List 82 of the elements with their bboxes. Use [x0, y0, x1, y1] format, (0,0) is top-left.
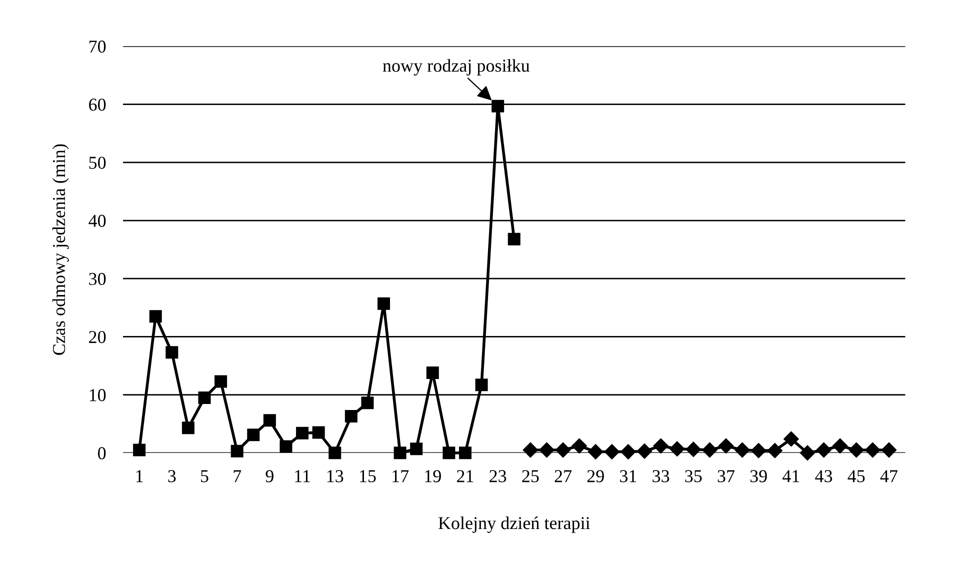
point [508, 232, 520, 246]
point [394, 446, 406, 460]
point [475, 378, 488, 392]
point [426, 366, 439, 379]
point [702, 442, 718, 458]
point [572, 438, 587, 454]
y-tick-label: 70 [89, 40, 106, 53]
point [588, 444, 604, 460]
point [133, 444, 146, 456]
x-tick-label: 9 [266, 470, 274, 482]
point [378, 297, 390, 310]
point [410, 442, 423, 456]
point [816, 442, 832, 458]
point [686, 442, 701, 457]
point [312, 426, 325, 439]
x-tick-label: 33 [652, 470, 670, 482]
y-tick-label: 10 [90, 389, 106, 402]
point [522, 442, 538, 458]
point [636, 444, 652, 459]
point [280, 440, 292, 453]
point [458, 446, 472, 460]
x-tick-label: 21 [457, 470, 474, 482]
x-tick-label: 15 [360, 470, 376, 482]
x-tick-label: 11 [295, 470, 310, 482]
point [832, 438, 848, 454]
x-tick-label: 25 [522, 470, 539, 482]
point [182, 422, 194, 434]
point [653, 438, 668, 454]
y-axis-title: Czas odmowy jedzenia (min) [52, 144, 69, 355]
y-tick-label: 20 [89, 330, 106, 344]
x-tick-label: 27 [554, 470, 572, 482]
point [865, 442, 880, 458]
point [296, 426, 309, 440]
x-tick-label: 3 [168, 470, 176, 482]
point [767, 443, 782, 458]
x-tick-label: 5 [201, 470, 208, 482]
x-tick-label: 19 [425, 470, 441, 482]
x-tick-label: 37 [718, 470, 735, 482]
point [263, 414, 276, 427]
x-tick-label: 1 [136, 470, 143, 482]
point [604, 444, 620, 460]
y-tick-label: 60 [89, 98, 106, 111]
point [198, 391, 211, 404]
x-tick-label: 43 [815, 470, 832, 482]
point [620, 444, 636, 460]
x-tick-label: 31 [620, 470, 636, 482]
point [214, 375, 228, 388]
point [670, 441, 685, 456]
x-axis-title: Kolejny dzień terapii [438, 516, 590, 533]
point [539, 442, 554, 458]
point [800, 445, 816, 460]
annotation: nowy rodzaj posiłku [382, 59, 530, 76]
point [344, 410, 358, 423]
y-tick-label: 30 [89, 272, 106, 286]
point [848, 442, 864, 458]
x-tick-label: 13 [327, 470, 344, 482]
point [492, 100, 504, 112]
point [247, 428, 260, 442]
y-tick-label: 0 [98, 447, 106, 460]
point [442, 446, 456, 460]
x-tick-label: 7 [234, 470, 242, 482]
point [149, 310, 162, 323]
point [718, 438, 734, 454]
x-tick-label: 45 [848, 470, 865, 482]
point [230, 444, 244, 458]
point [734, 442, 750, 458]
point [361, 396, 374, 410]
x-tick-label: 23 [490, 470, 506, 482]
y-tick-label: 50 [89, 156, 106, 169]
point [328, 446, 342, 460]
x-tick-label: 41 [782, 470, 800, 482]
x-tick-label: 17 [392, 470, 409, 482]
point [555, 442, 571, 458]
x-tick-label: 35 [685, 470, 702, 482]
point [784, 431, 799, 447]
y-tick-label: 40 [88, 214, 106, 227]
point [166, 346, 178, 359]
point [881, 442, 897, 458]
x-tick-label: 29 [587, 470, 604, 482]
x-tick-label: 39 [750, 470, 767, 482]
point [751, 443, 766, 458]
x-tick-label: 47 [880, 470, 898, 482]
